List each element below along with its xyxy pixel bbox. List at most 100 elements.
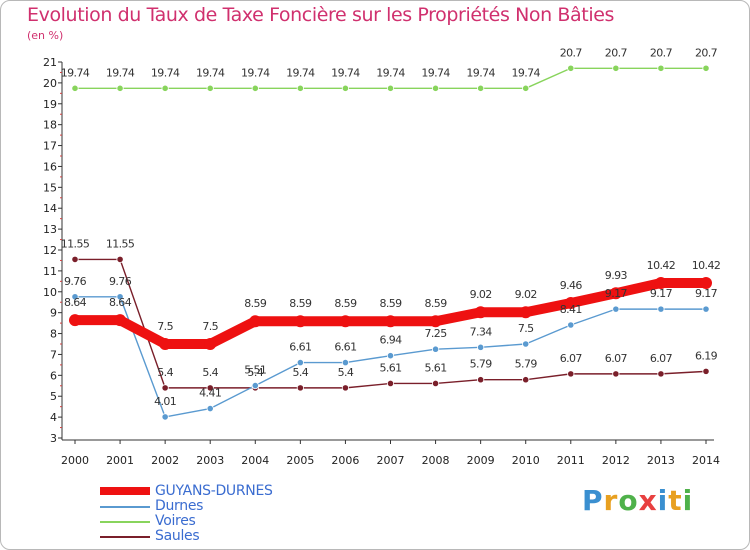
data-point-saules <box>116 255 124 263</box>
data-point-voires <box>431 84 440 92</box>
data-label-voires: 20.7 <box>560 46 583 59</box>
x-tick-label: 2009 <box>467 454 495 467</box>
data-label-guyans-durnes: 8.64 <box>64 296 87 309</box>
logo-letter: P <box>582 484 604 517</box>
data-label-durnes: 6.61 <box>289 341 311 354</box>
logo-letter: o <box>618 484 639 517</box>
x-tick-label: 2003 <box>196 454 224 467</box>
logo-letter: i <box>682 484 694 517</box>
data-label-guyans-durnes: 9.46 <box>560 279 583 292</box>
y-tick-label: 3 <box>50 432 57 445</box>
data-point-voires <box>161 84 169 92</box>
legend-label-guyans-durnes: GUYANS-DURNES <box>155 483 273 499</box>
data-label-saules: 5.4 <box>157 366 173 379</box>
series-points <box>69 64 712 421</box>
y-tick-label: 21 <box>43 56 57 69</box>
data-label-voires: 20.7 <box>695 46 718 59</box>
data-label-voires: 19.74 <box>151 66 180 79</box>
legend-swatch-saules <box>100 536 150 538</box>
data-label-guyans-durnes: 8.59 <box>334 297 357 310</box>
legend-item-guyans-durnes: GUYANS-DURNES <box>100 483 360 499</box>
data-point-guyans-durnes <box>474 306 487 319</box>
y-tick-label: 17 <box>43 140 57 153</box>
data-label-saules: 5.79 <box>470 358 493 371</box>
data-point-voires <box>477 84 485 92</box>
data-point-voires <box>386 84 395 92</box>
data-point-voires <box>341 84 350 92</box>
y-tick-label: 18 <box>43 119 57 132</box>
data-label-guyans-durnes: 10.42 <box>692 259 721 272</box>
data-label-guyans-durnes: 8.59 <box>379 297 402 310</box>
data-label-guyans-durnes: 9.02 <box>515 288 537 301</box>
data-label-durnes: 9.17 <box>695 287 718 300</box>
x-tick-label: 2002 <box>151 454 179 467</box>
data-label-durnes: 9.76 <box>64 275 87 288</box>
y-tick-label: 6 <box>50 369 57 382</box>
chart-subtitle: (en %) <box>27 29 64 42</box>
data-point-guyans-durnes <box>69 314 81 327</box>
data-label-guyans-durnes: 9.02 <box>470 288 492 301</box>
data-label-durnes: 5.51 <box>244 364 266 377</box>
data-point-saules <box>341 384 350 392</box>
legend-item-voires: Voires <box>100 513 360 529</box>
data-label-saules: 11.55 <box>61 237 90 250</box>
y-tick-label: 7 <box>50 348 57 361</box>
data-point-saules <box>431 379 440 388</box>
data-label-voires: 19.74 <box>106 66 135 79</box>
data-point-voires <box>567 64 575 72</box>
proxiti-logo: Proxiti <box>582 484 693 517</box>
data-label-voires: 19.74 <box>61 66 90 79</box>
data-label-guyans-durnes: 8.59 <box>289 297 312 310</box>
data-point-saules <box>522 376 530 384</box>
data-label-saules: 6.07 <box>650 352 673 365</box>
data-point-durnes <box>477 343 485 351</box>
data-point-saules <box>567 370 575 378</box>
data-label-saules: 5.61 <box>379 361 401 374</box>
data-point-durnes <box>612 305 620 313</box>
logo-letter: x <box>638 484 658 517</box>
data-label-guyans-durnes: 8.59 <box>425 297 448 310</box>
data-point-saules <box>657 370 665 378</box>
data-point-guyans-durnes <box>564 297 577 310</box>
data-point-durnes <box>567 321 575 329</box>
data-label-saules: 5.4 <box>247 366 263 379</box>
legend-label-durnes: Durnes <box>155 498 204 514</box>
y-tick-label: 5 <box>50 390 57 403</box>
data-point-guyans-durnes <box>294 315 307 328</box>
logo-letter: i <box>657 484 669 517</box>
data-point-voires <box>657 64 665 72</box>
data-point-voires <box>71 84 79 92</box>
data-point-voires <box>522 84 530 92</box>
data-point-voires <box>116 84 124 92</box>
data-label-guyans-durnes: 7.5 <box>157 320 173 333</box>
y-tick-label: 20 <box>43 77 57 90</box>
data-label-voires: 19.74 <box>376 66 405 79</box>
data-label-saules: 5.79 <box>515 358 538 371</box>
y-tick-label: 8 <box>50 328 57 341</box>
legend-swatch-guyans-durnes <box>100 487 150 495</box>
data-label-durnes: 4.41 <box>199 387 221 400</box>
series-labels: 19.74 19.74 19.74 19.74 19.74 19.74 19.74 19.74… <box>61 46 721 408</box>
data-point-durnes <box>522 340 530 348</box>
x-tick-label: 2008 <box>422 454 450 467</box>
x-tick-label: 2007 <box>377 454 405 467</box>
data-label-durnes: 7.25 <box>425 327 448 340</box>
chart-title: Evolution du Taux de Taxe Foncière sur l… <box>27 4 615 26</box>
data-point-saules <box>612 370 620 378</box>
data-label-voires: 19.74 <box>421 66 450 79</box>
data-point-saules <box>477 376 485 384</box>
data-label-durnes: 6.94 <box>379 334 402 347</box>
data-label-voires: 19.74 <box>196 66 225 79</box>
data-point-saules <box>296 384 304 392</box>
data-point-durnes <box>657 305 665 313</box>
data-point-durnes <box>161 413 169 421</box>
data-label-saules: 5.4 <box>202 366 218 379</box>
x-tick-label: 2005 <box>286 454 314 467</box>
data-point-guyans-durnes <box>384 315 397 328</box>
data-label-guyans-durnes: 8.59 <box>244 297 267 310</box>
data-point-saules <box>702 367 710 375</box>
data-point-durnes <box>206 404 214 413</box>
x-tick-label: 2012 <box>602 454 630 467</box>
axes: 3 4 5 6 7 8 9 10 11 12 13 14 15 16 17 18 19 20 21 2000 2001 2… <box>43 56 720 467</box>
